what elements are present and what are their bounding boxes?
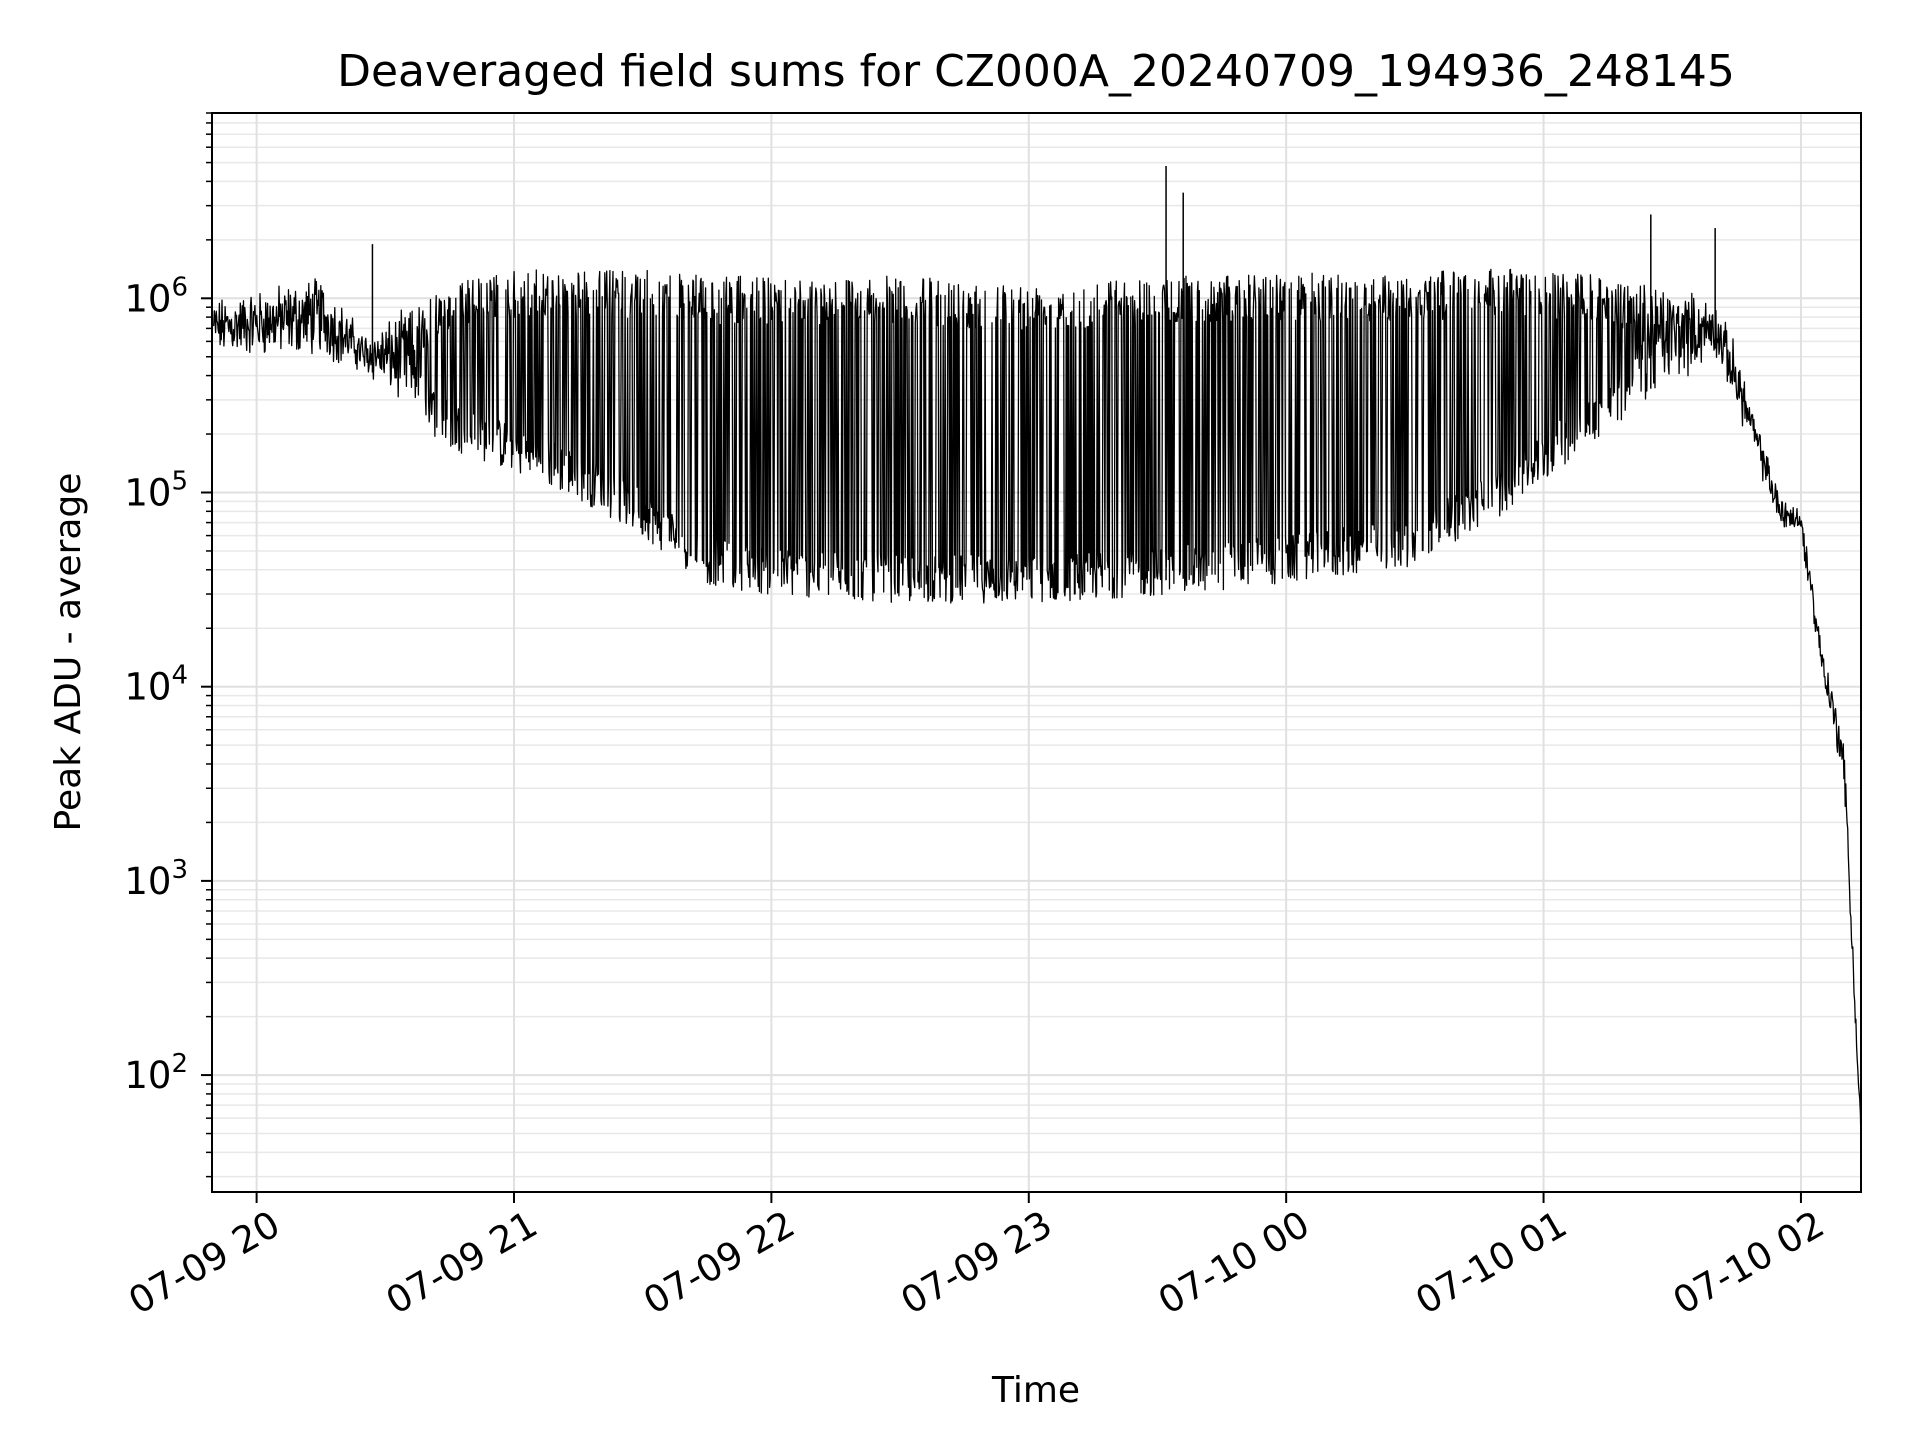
x-axis-label: Time xyxy=(991,1370,1080,1411)
data-series-line xyxy=(213,268,1862,1146)
y-tick-label: 102 xyxy=(124,1049,188,1097)
chart-title: Deaveraged field sums for CZ000A_2024070… xyxy=(337,46,1735,97)
y-tick-label: 103 xyxy=(124,855,188,903)
y-tick-label: 104 xyxy=(124,661,188,709)
y-axis-label: Peak ADU - average xyxy=(48,473,89,832)
data-series-layer xyxy=(213,166,1862,1146)
plot-frame xyxy=(211,112,1862,1193)
y-tick-label: 105 xyxy=(124,467,188,515)
y-tick-label: 106 xyxy=(124,272,188,320)
